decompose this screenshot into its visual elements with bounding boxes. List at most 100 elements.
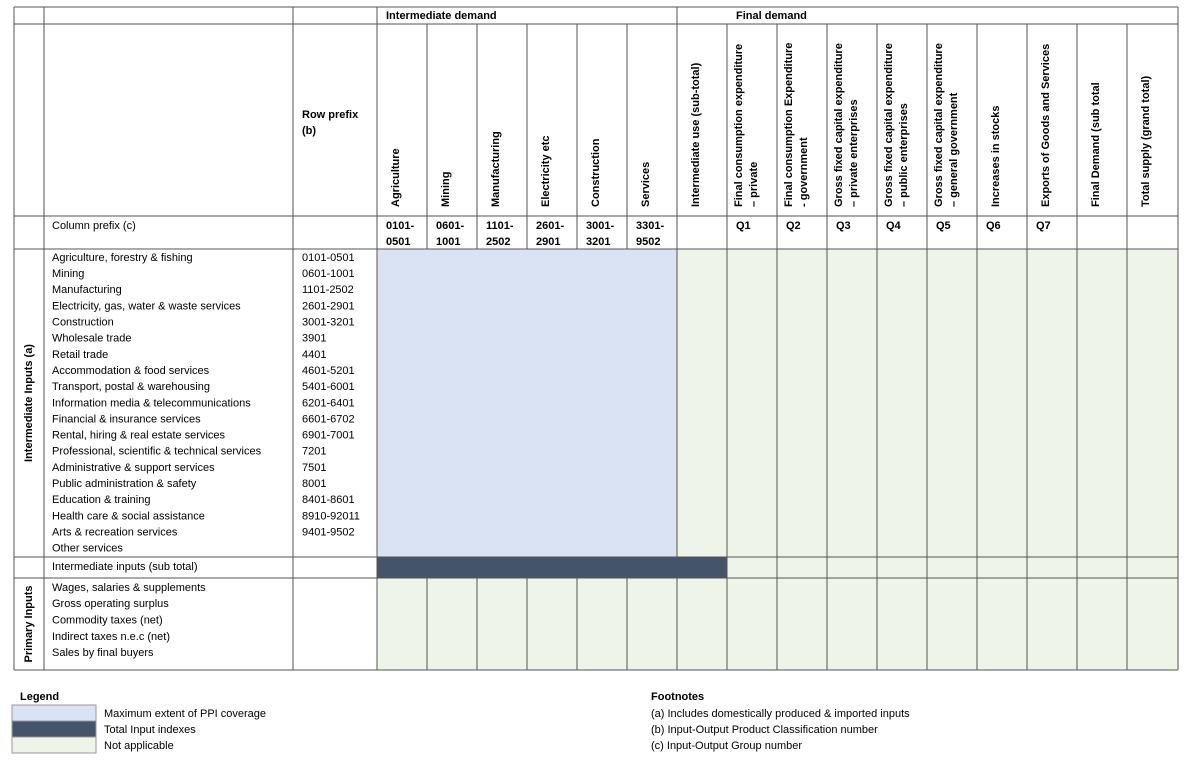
column-header: – general government [948,92,960,207]
row-name: Mining [52,268,84,280]
row-name: Health care & social assistance [52,510,205,522]
group-header: Intermediate demand [386,10,497,22]
column-header: Agriculture [390,148,402,207]
column-header: – public enterprises [898,103,910,207]
row-prefix: 6601-6702 [302,413,355,425]
column-header: Increases in stocks [990,105,1002,207]
column-prefix-label: Column prefix (c) [52,220,136,232]
column-header: Mining [440,172,452,207]
row-prefix: 9401-9502 [302,526,355,538]
row-name: Education & training [52,494,150,506]
footnotes-title: Footnotes [651,691,704,703]
legend-item: Total Input indexes [104,724,196,736]
legend-item: Maximum extent of PPI coverage [104,708,266,720]
row-name: Sales by final buyers [52,647,154,659]
column-header: Intermediate use (sub-total) [690,62,702,207]
column-prefix: 2502 [486,236,510,248]
row-name: Administrative & support services [52,462,215,474]
legend-swatch [11,736,97,754]
column-prefix: Q6 [986,220,1001,232]
row-name: Professional, scientific & technical ser… [52,446,262,458]
column-prefix: 0601- [436,220,464,232]
row-name: Wages, salaries & supplements [52,582,206,594]
legend-item: Not applicable [104,740,174,752]
row-prefix: 8001 [302,478,326,490]
column-prefix: Q2 [786,220,801,232]
row-prefix: 6901-7001 [302,430,355,442]
row-prefix: 7201 [302,446,326,458]
column-prefix: 3201 [586,236,610,248]
row-name: Other services [52,543,123,555]
row-prefix-header: Row prefix [302,109,359,121]
ppi-coverage-area [376,248,678,558]
row-prefix: 6201-6401 [302,397,355,409]
row-prefix: 8910-92011 [302,510,360,522]
column-prefix: Q4 [886,220,902,232]
column-header: Gross fixed capital expenditure [883,43,895,207]
group-label: Primary Inputs [23,585,35,662]
column-header: Electricity etc [540,135,552,207]
footnote: (b) Input-Output Product Classification … [651,724,878,736]
row-prefix: 2601-2901 [302,300,355,312]
column-prefix: 1001 [436,236,460,248]
footnote: (c) Input-Output Group number [651,740,802,752]
column-header: Services [640,162,652,207]
row-name: Manufacturing [52,284,122,296]
column-header: Final consumption expenditure [733,44,745,207]
group-label: Intermediate Inputs (a) [23,344,35,462]
row-prefix: 3901 [302,333,326,345]
row-name: Rental, hiring & real estate services [52,430,226,442]
row-name: Retail trade [52,349,108,361]
column-header: Manufacturing [490,131,502,207]
column-prefix: Q5 [936,220,951,232]
column-prefix: 2601- [536,220,564,232]
column-header: Gross fixed capital expenditure [933,43,945,207]
legend-swatch [11,720,97,738]
row-prefix: 0101-0501 [302,252,355,264]
column-header: Gross fixed capital expenditure [833,43,845,207]
subtotal-row: Intermediate inputs (sub total) [52,561,198,573]
row-prefix: 7501 [302,462,326,474]
total-input-area [376,556,728,579]
row-name: Electricity, gas, water & waste services [52,300,241,312]
column-header: Exports of Goods and Services [1040,44,1052,207]
column-prefix: 0101- [386,220,414,232]
column-prefix: Q3 [836,220,851,232]
legend-title: Legend [20,691,59,703]
row-prefix: 4601-5201 [302,365,355,377]
column-prefix: 9502 [636,236,660,248]
row-prefix: 3001-3201 [302,317,355,329]
column-header: Total supply (grand total) [1140,75,1152,207]
row-name: Agriculture, forestry & fishing [52,252,193,264]
footnote: (a) Includes domestically produced & imp… [651,708,910,720]
column-header: – private enterprises [848,99,860,207]
row-name: Public administration & safety [52,478,197,490]
row-name: Gross operating surplus [52,598,169,610]
column-prefix: 3001- [586,220,614,232]
row-prefix: 0601-1001 [302,268,355,280]
row-name: Wholesale trade [52,333,132,345]
row-prefix: 4401 [302,349,326,361]
column-prefix: 1101- [486,220,514,232]
row-name: Construction [52,317,114,329]
column-header: - government [798,137,810,207]
column-prefix: Q1 [736,220,751,232]
column-prefix: 2901 [536,236,560,248]
column-prefix: Q7 [1036,220,1051,232]
row-name: Financial & insurance services [52,413,201,425]
row-name: Commodity taxes (net) [52,615,163,627]
row-name: Accommodation & food services [52,365,210,377]
column-header: Final Demand (sub total [1090,82,1102,207]
row-prefix: 8401-8601 [302,494,355,506]
row-prefix-header: (b) [302,125,316,137]
group-header: Final demand [736,10,807,22]
column-header: Final consumption Expenditure [783,43,795,207]
column-header: – private [748,162,760,207]
row-name: Information media & telecommunications [52,397,251,409]
row-name: Transport, postal & warehousing [52,381,210,393]
row-prefix: 5401-6001 [302,381,355,393]
row-name: Arts & recreation services [52,526,178,538]
legend-swatch [11,704,97,722]
column-prefix: 3301- [636,220,664,232]
